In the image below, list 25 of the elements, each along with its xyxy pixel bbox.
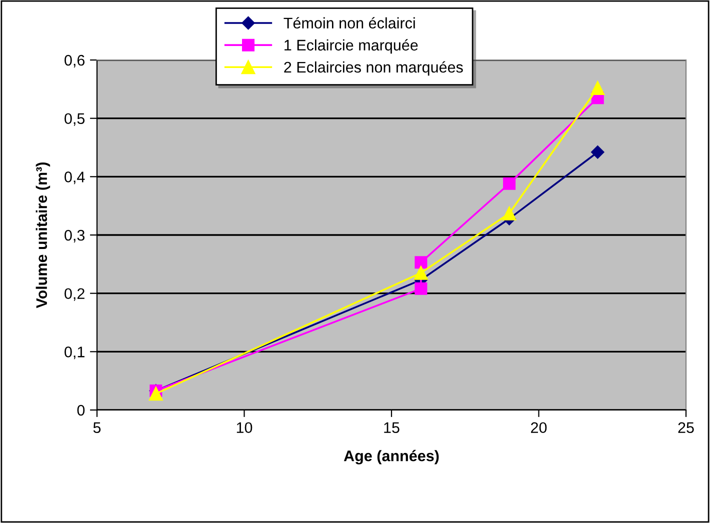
x-tick-label: 10 <box>236 422 252 434</box>
legend-label: Témoin non éclairci <box>284 17 415 29</box>
point <box>503 177 516 190</box>
point <box>414 282 428 295</box>
y-tick-label: 0,3 <box>64 230 85 242</box>
point <box>502 206 516 220</box>
legend-label: 2 Eclaircies non marquées <box>284 61 463 76</box>
y-axis-title: Volume unitaire (m³) <box>36 162 50 308</box>
point <box>148 386 163 401</box>
point <box>591 146 604 159</box>
point <box>414 256 428 269</box>
y-tick-label: 0,1 <box>64 346 84 360</box>
x-tick-label: 5 <box>93 422 101 434</box>
x-tick-label: 25 <box>678 422 694 434</box>
y-tick-label: 0 <box>77 404 85 416</box>
y-tick-label: 0,5 <box>64 113 85 126</box>
y-tick-label: 0,4 <box>64 172 85 184</box>
x-tick-label: 20 <box>531 422 547 434</box>
x-axis-title: Age (années) <box>344 450 439 464</box>
y-tick-label: 0,2 <box>64 288 84 301</box>
y-tick-label: 0,6 <box>64 54 85 68</box>
x-tick-label: 15 <box>384 422 400 434</box>
legend-label: 1 Eclaircie marquée <box>284 39 418 54</box>
point <box>590 81 605 95</box>
point <box>414 266 428 280</box>
